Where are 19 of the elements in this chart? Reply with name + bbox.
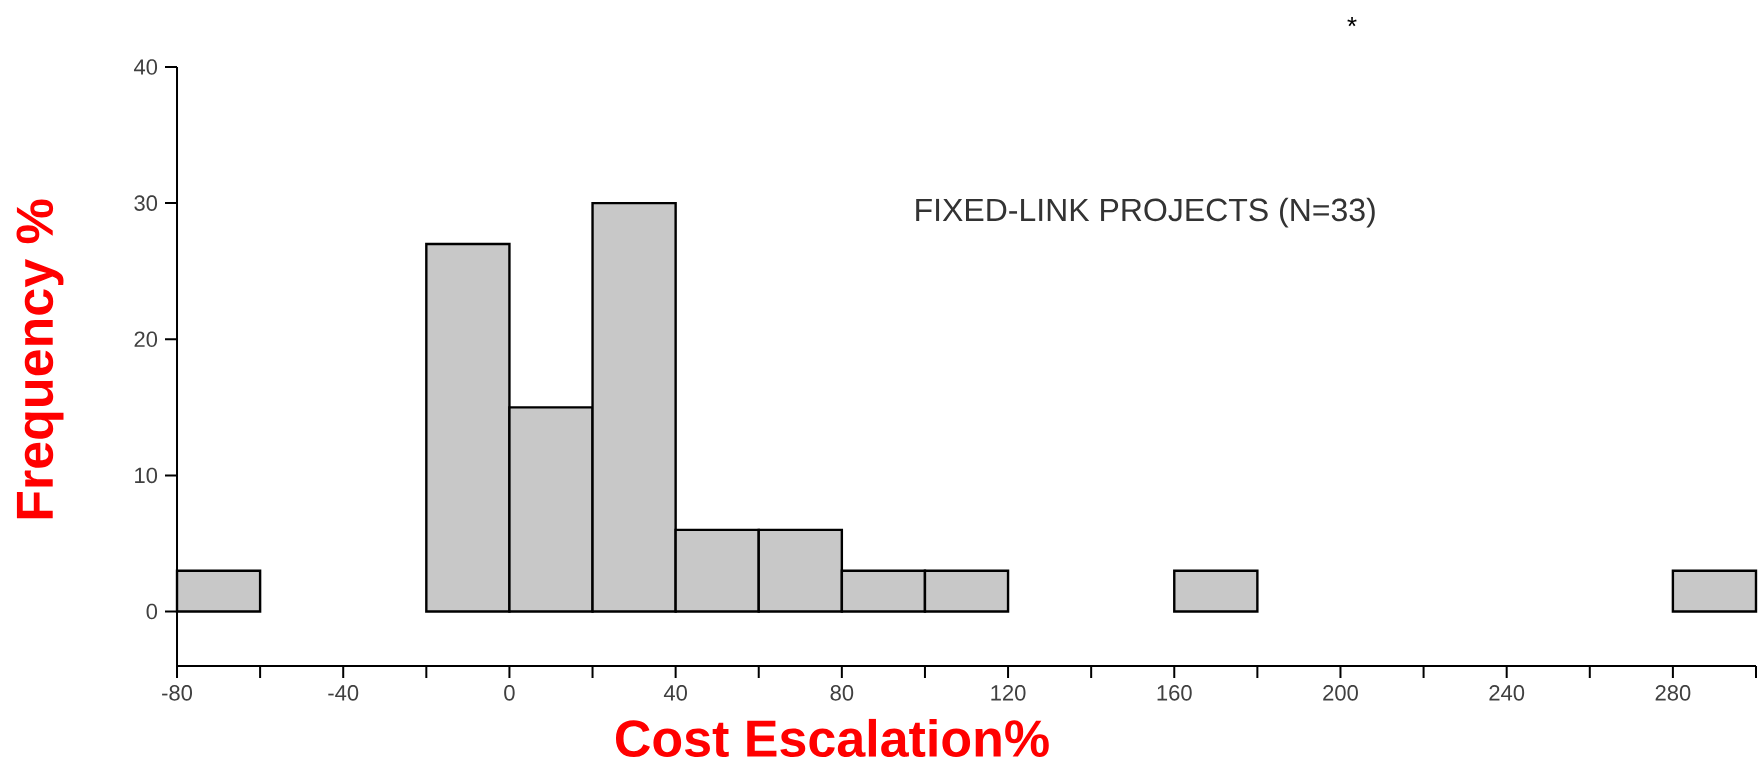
- x-axis-title: Cost Escalation%: [615, 718, 1049, 758]
- annotation: FIXED-LINK PROJECTS (N=33): [916, 197, 1375, 228]
- x-tick-label: 0: [504, 685, 515, 701]
- y-tick-label: 40: [133, 59, 158, 75]
- x-tick-label: 40: [663, 685, 687, 701]
- y-tick-label: 0: [146, 603, 158, 620]
- x-tick-label: -40: [328, 685, 359, 701]
- x-tick-label: 80: [830, 685, 854, 701]
- x-tick-label: 160: [1157, 685, 1192, 701]
- x-tick-label: -80: [162, 685, 193, 701]
- x-tick-label: 240: [1489, 685, 1525, 701]
- y-axis-title: Frequency %: [16, 199, 64, 519]
- x-tick-label: 200: [1323, 685, 1358, 701]
- y-tick-label: 10: [135, 467, 158, 484]
- x-tick-label: 280: [1655, 685, 1691, 701]
- y-tick-label: 20: [134, 331, 158, 348]
- y-tick-label: 30: [134, 195, 158, 211]
- x-tick-label: 120: [991, 685, 1026, 701]
- text: *: [1347, 17, 1357, 27]
